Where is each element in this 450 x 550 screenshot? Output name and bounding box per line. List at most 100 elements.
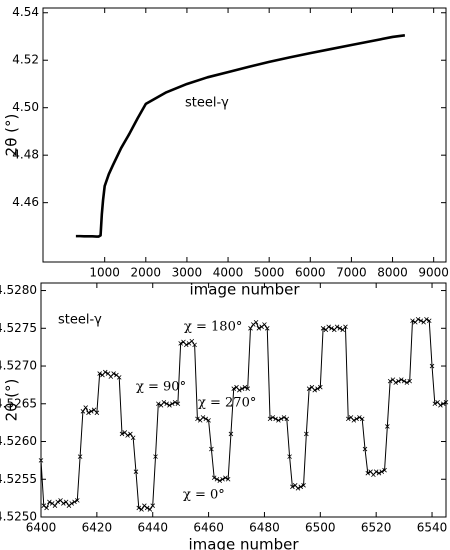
data-point xyxy=(147,507,153,512)
annotation: steel-γ xyxy=(58,313,102,328)
data-point xyxy=(306,386,312,391)
data-point xyxy=(55,499,61,505)
data-point xyxy=(237,387,242,393)
data-point xyxy=(203,416,209,422)
data-point xyxy=(231,386,237,391)
data-point xyxy=(195,416,200,422)
y-tick-label: 4.5265 xyxy=(0,396,37,410)
data-point xyxy=(225,476,231,482)
data-point xyxy=(245,386,250,391)
x-tick-label: 6540 xyxy=(417,521,448,535)
data-point xyxy=(80,409,86,414)
annotation: χ = 180° xyxy=(184,320,242,335)
data-point xyxy=(401,378,407,384)
data-point xyxy=(209,446,214,452)
data-point xyxy=(407,378,412,384)
data-point xyxy=(273,416,278,422)
y-tick-label: 4.5255 xyxy=(0,472,37,486)
data-point xyxy=(161,399,167,405)
data-point xyxy=(97,371,102,376)
y-tick-label: 4.5260 xyxy=(0,434,37,448)
data-point xyxy=(387,378,393,384)
data-point xyxy=(264,326,270,331)
data-point xyxy=(432,401,438,407)
data-point xyxy=(150,503,156,508)
data-point xyxy=(287,454,292,459)
data-point xyxy=(278,416,284,422)
data-point xyxy=(410,318,415,324)
data-point xyxy=(326,324,331,330)
data-point xyxy=(94,410,100,416)
data-point xyxy=(443,399,449,405)
data-point xyxy=(61,501,66,506)
data-point xyxy=(440,401,446,407)
data-point xyxy=(426,318,432,324)
data-point xyxy=(270,415,276,420)
data-point xyxy=(63,499,69,505)
data-point xyxy=(354,416,359,422)
x-tick-label: 4000 xyxy=(213,266,244,280)
data-point xyxy=(223,475,228,481)
annotation: χ = 270° xyxy=(198,396,256,411)
y-tick-label: 4.48 xyxy=(12,148,39,162)
x-tick-label: 6000 xyxy=(295,266,326,280)
data-point xyxy=(404,380,410,385)
data-point xyxy=(183,342,189,348)
data-point xyxy=(169,401,175,407)
x-tick-label: 2000 xyxy=(131,266,162,280)
data-point xyxy=(418,318,424,324)
x-tick-label: 6500 xyxy=(305,521,336,535)
data-point xyxy=(415,316,421,322)
data-point xyxy=(365,470,371,476)
data-point xyxy=(393,380,399,385)
data-point xyxy=(312,387,318,393)
data-point xyxy=(276,418,281,423)
plot-frame xyxy=(42,7,447,263)
data-point xyxy=(206,418,211,423)
data-point xyxy=(214,476,220,482)
data-point xyxy=(211,475,217,481)
x-tick-label: 9000 xyxy=(418,266,449,280)
data-point xyxy=(376,470,382,476)
data-point xyxy=(357,415,362,420)
data-point xyxy=(248,326,253,331)
y-axis-label: 2θ (°) xyxy=(3,114,21,157)
data-point xyxy=(281,415,287,420)
x-axis-label: image number xyxy=(189,281,300,299)
data-point xyxy=(429,363,435,369)
x-axis-label: image number xyxy=(188,536,299,550)
data-point xyxy=(172,399,178,405)
data-point xyxy=(72,499,77,505)
data-point xyxy=(373,469,379,474)
data-point xyxy=(164,401,169,407)
data-point xyxy=(69,501,75,506)
data-point xyxy=(139,507,144,512)
data-point xyxy=(119,431,125,437)
data-point xyxy=(220,476,225,482)
x-tick-label: 6480 xyxy=(249,521,280,535)
x-tick-label: 8000 xyxy=(377,266,408,280)
x-tick-label: 7000 xyxy=(336,266,367,280)
data-point xyxy=(318,384,323,390)
data-point xyxy=(38,458,44,463)
x-tick-label: 6420 xyxy=(82,521,113,535)
y-tick-label: 4.5250 xyxy=(0,510,37,524)
x-tick-label: 6440 xyxy=(137,521,168,535)
data-point xyxy=(267,416,273,422)
y-tick-label: 4.5275 xyxy=(0,321,37,335)
data-point xyxy=(399,377,404,382)
y-tick-label: 4.52 xyxy=(12,53,39,67)
data-point xyxy=(315,386,320,391)
data-point xyxy=(253,319,259,325)
x-tick-label: 6400 xyxy=(26,521,57,535)
data-point xyxy=(200,415,206,420)
data-point xyxy=(44,505,49,511)
annotation: steel-γ xyxy=(185,96,229,111)
data-point xyxy=(329,326,334,331)
data-point xyxy=(83,405,88,410)
data-point xyxy=(345,416,351,422)
data-point xyxy=(77,454,83,459)
data-point xyxy=(178,341,183,346)
data-point xyxy=(298,484,304,490)
data-point xyxy=(144,505,150,511)
